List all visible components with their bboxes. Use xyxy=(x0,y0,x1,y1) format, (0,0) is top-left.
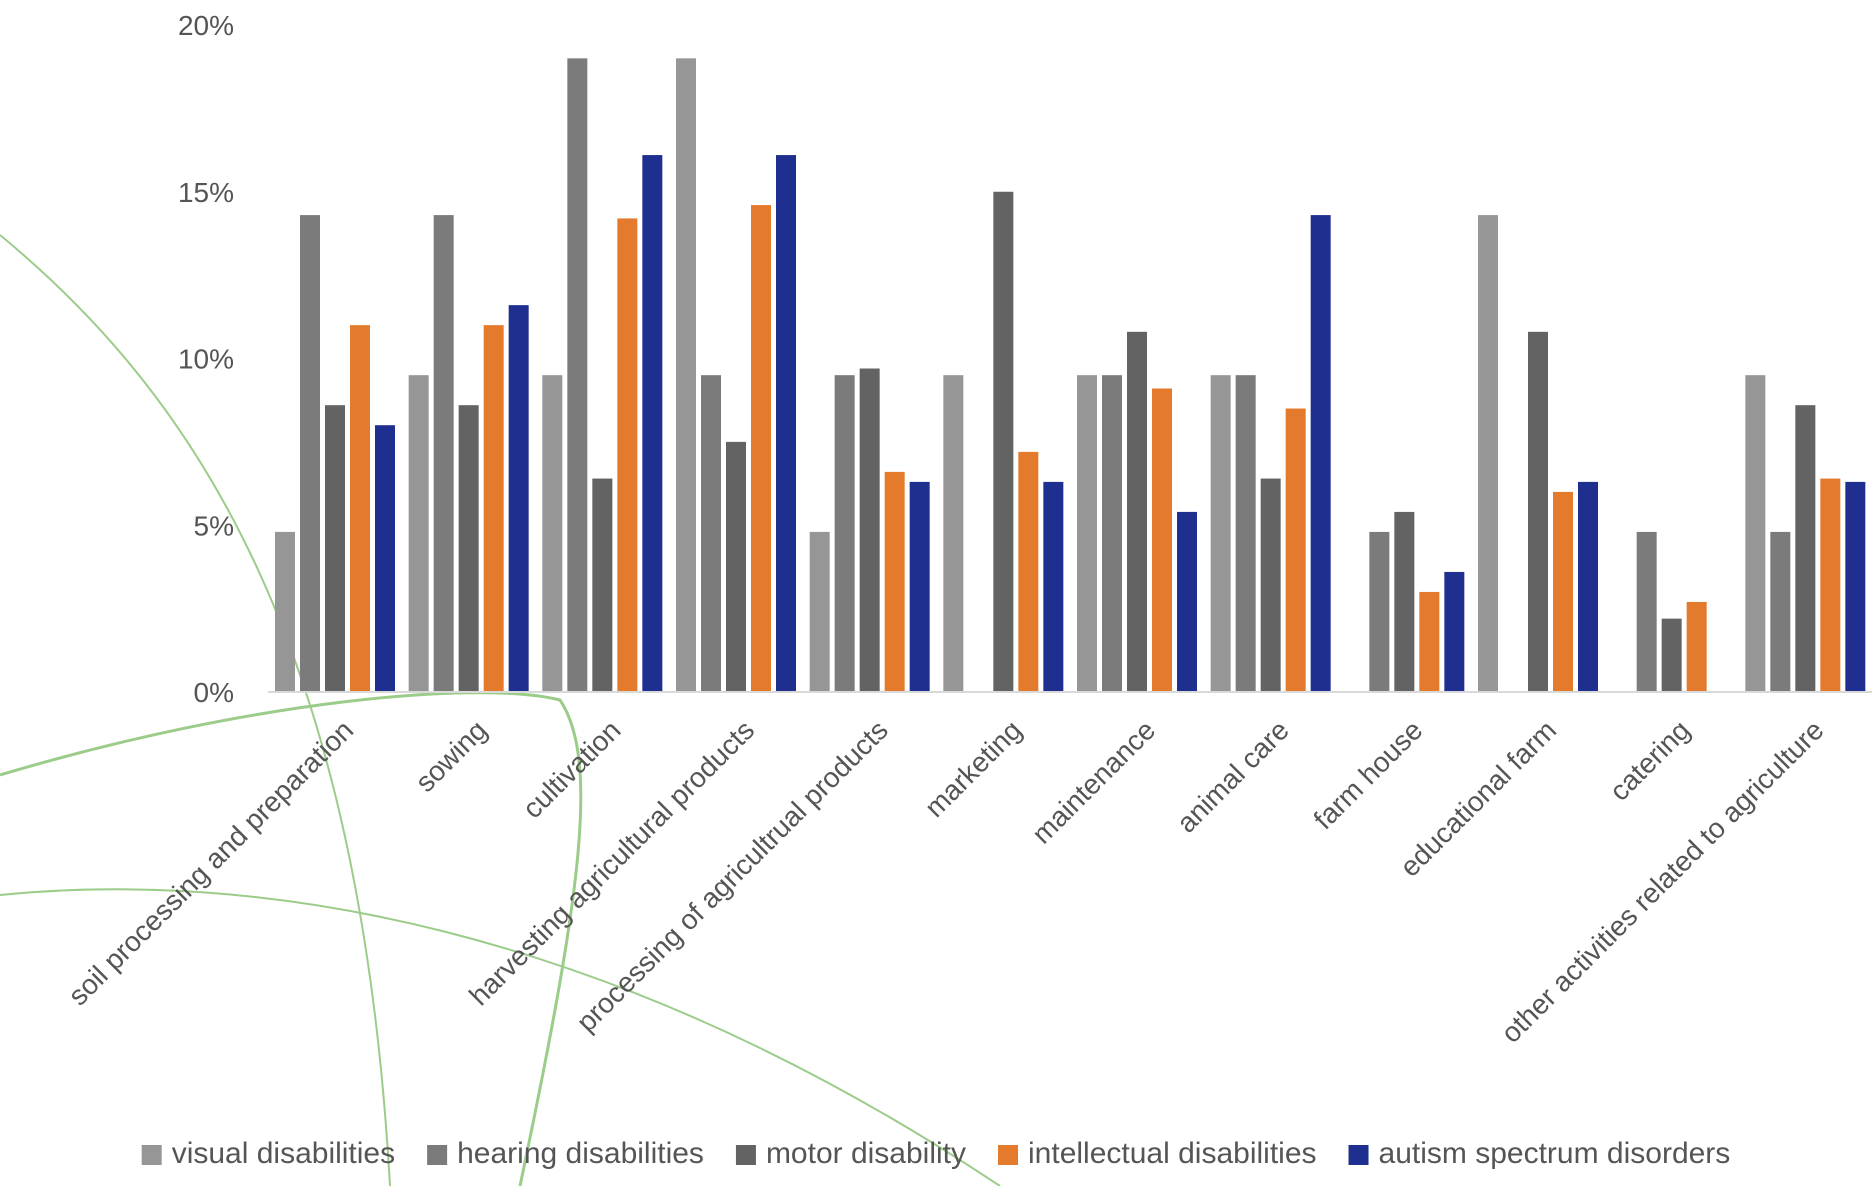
bar xyxy=(943,375,964,692)
bar xyxy=(642,155,663,692)
bar xyxy=(1177,511,1197,692)
category-label: harvesting agricultural products xyxy=(463,714,760,1011)
bar xyxy=(567,58,588,693)
background-arc xyxy=(0,888,1001,1186)
bar xyxy=(809,531,830,692)
bar xyxy=(325,405,345,692)
y-axis-ticks: 0% 5% 10% 15% 20% xyxy=(178,10,234,708)
bar xyxy=(884,471,905,692)
bar xyxy=(1152,388,1172,692)
bar xyxy=(859,368,880,692)
legend-swatch xyxy=(141,1145,162,1165)
category-labels: soil processing and preparation sowing cul… xyxy=(62,714,1829,1048)
bar xyxy=(701,375,721,692)
category-label: maintenance xyxy=(1026,714,1161,849)
legend-item: visual disabilities xyxy=(141,1137,395,1170)
legend-label: intellectual disabilities xyxy=(1028,1137,1317,1170)
bar xyxy=(1553,491,1573,692)
bar xyxy=(1478,215,1498,692)
y-tick-label: 20% xyxy=(178,10,234,41)
bar xyxy=(458,405,479,692)
bar xyxy=(275,531,295,692)
legend-label: motor disability xyxy=(766,1137,966,1170)
bar xyxy=(676,58,696,693)
bars xyxy=(275,58,1866,693)
bar xyxy=(1043,481,1064,692)
bar xyxy=(834,375,855,692)
bar xyxy=(483,325,504,692)
bar xyxy=(350,325,370,692)
bar xyxy=(751,205,771,692)
bar xyxy=(1077,375,1097,692)
category-label: cultivation xyxy=(517,714,627,824)
bar xyxy=(542,375,563,692)
bar xyxy=(433,215,454,692)
bar xyxy=(1528,331,1548,692)
bar xyxy=(375,425,395,692)
category-label: animal care xyxy=(1171,714,1295,838)
bar xyxy=(617,218,638,692)
bar xyxy=(408,375,429,692)
bar xyxy=(1310,215,1331,692)
category-label: catering xyxy=(1604,714,1696,806)
category-label: farm house xyxy=(1308,714,1429,835)
category-label: marketing xyxy=(919,714,1028,823)
bar xyxy=(776,155,796,692)
background-arcs xyxy=(0,234,1001,1186)
bar xyxy=(1419,591,1440,692)
legend-label: visual disabilities xyxy=(172,1137,395,1170)
category-label: sowing xyxy=(409,714,493,798)
y-tick-label: 15% xyxy=(178,177,234,208)
bar xyxy=(1260,478,1281,692)
bar xyxy=(1444,571,1465,692)
bar xyxy=(993,191,1014,692)
y-tick-label: 0% xyxy=(194,677,234,708)
bar xyxy=(508,305,529,692)
legend-item: intellectual disabilities xyxy=(998,1137,1317,1170)
bar xyxy=(1636,531,1657,692)
bar xyxy=(1235,375,1256,692)
legend-item: motor disability xyxy=(735,1137,966,1170)
bar xyxy=(1018,451,1039,692)
bar xyxy=(1210,375,1231,692)
bar xyxy=(726,441,746,692)
bar xyxy=(1745,375,1766,692)
bar xyxy=(1285,408,1306,692)
y-tick-label: 10% xyxy=(178,344,234,375)
legend-swatch xyxy=(1348,1145,1369,1165)
bar xyxy=(1795,405,1816,692)
legend-item: hearing disabilities xyxy=(427,1137,704,1170)
bar xyxy=(1578,481,1598,692)
bar xyxy=(1845,481,1866,692)
background-arc xyxy=(0,691,583,1186)
legend-item: autism spectrum disorders xyxy=(1348,1137,1731,1170)
bar xyxy=(1770,531,1791,692)
bar xyxy=(1820,478,1841,692)
bar xyxy=(1102,375,1122,692)
y-tick-label: 5% xyxy=(194,510,234,541)
bar xyxy=(1127,331,1147,692)
bar xyxy=(909,481,930,692)
bar xyxy=(592,478,613,692)
legend: visual disabilities hearing disabilities m… xyxy=(141,1137,1731,1170)
legend-label: autism spectrum disorders xyxy=(1379,1137,1731,1170)
bar xyxy=(1686,601,1707,692)
legend-swatch xyxy=(998,1145,1019,1165)
background-arc xyxy=(0,234,391,1186)
legend-label: hearing disabilities xyxy=(457,1137,704,1170)
bar xyxy=(1661,618,1682,692)
legend-swatch xyxy=(735,1145,756,1165)
bar xyxy=(300,215,320,692)
category-label: soil processing and preparation xyxy=(62,714,359,1011)
legend-swatch xyxy=(427,1145,448,1165)
bar xyxy=(1369,531,1390,692)
bar xyxy=(1394,511,1415,692)
